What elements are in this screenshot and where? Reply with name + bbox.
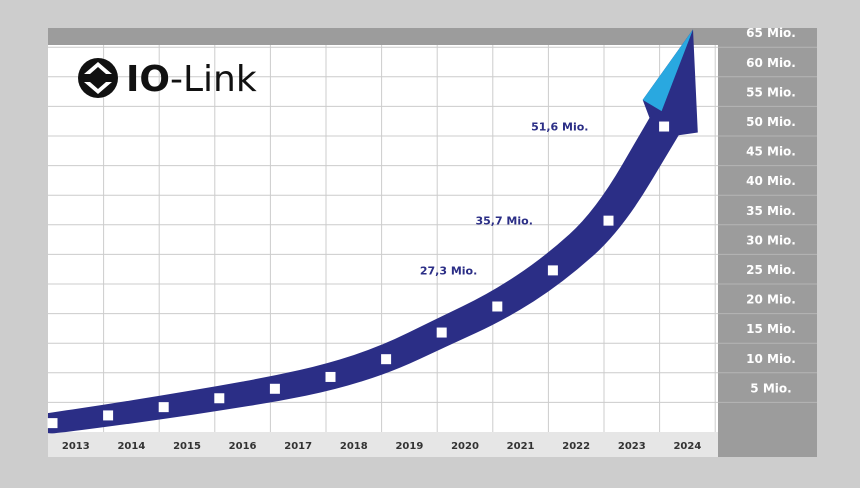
x-axis-band-right	[718, 432, 817, 457]
y-tick-label: 35 Mio.	[746, 204, 796, 218]
data-point-marker	[103, 410, 114, 421]
x-axis-ticks: 2013 2014 2015 2016 2017 2018 2019 2020 2021 2022…	[62, 441, 701, 452]
x-tick-label: 2015	[173, 441, 201, 452]
y-tick-label: 5 Mio.	[750, 381, 791, 395]
growth-arrow-head-highlight	[642, 29, 693, 112]
growth-arrow-body	[48, 29, 698, 434]
y-tick-label: 50 Mio.	[746, 115, 796, 129]
y-tick-label: 25 Mio.	[746, 263, 796, 277]
x-tick-label: 2017	[284, 441, 312, 452]
data-point-marker	[325, 371, 336, 382]
x-tick-label: 2021	[507, 441, 535, 452]
data-point-marker	[547, 265, 558, 276]
data-point-marker	[436, 327, 447, 338]
data-markers	[47, 121, 670, 429]
data-point-marker	[603, 215, 614, 226]
x-tick-label: 2018	[340, 441, 368, 452]
io-link-emblem-icon	[78, 58, 118, 98]
y-axis-ticks: 5 Mio. 10 Mio. 15 Mio. 20 Mio. 25 Mio. 30 Mio…	[718, 26, 817, 403]
data-point-marker	[214, 393, 225, 404]
svg-text:IO-Link: IO-Link	[126, 59, 257, 100]
y-tick-label: 60 Mio.	[746, 56, 796, 70]
x-tick-label: 2014	[117, 441, 145, 452]
header-band	[48, 28, 817, 45]
y-axis-band	[718, 45, 817, 432]
data-point-marker	[269, 383, 280, 394]
data-point-marker	[492, 301, 503, 312]
y-tick-label: 65 Mio.	[746, 26, 796, 40]
data-label: 35,7 Mio.	[475, 215, 532, 228]
x-tick-label: 2016	[229, 441, 257, 452]
io-link-logo: IO-Link	[78, 58, 257, 100]
y-tick-label: 20 Mio.	[746, 293, 796, 307]
data-label: 27,3 Mio.	[420, 264, 477, 277]
series-group	[48, 29, 698, 434]
data-point-marker	[158, 402, 169, 413]
x-axis-band	[48, 432, 718, 457]
data-labels: 27,3 Mio. 35,7 Mio. 51,6 Mio.	[420, 121, 589, 278]
x-tick-label: 2019	[395, 441, 423, 452]
x-tick-label: 2020	[451, 441, 479, 452]
y-tick-label: 15 Mio.	[746, 322, 796, 336]
x-tick-label: 2013	[62, 441, 90, 452]
y-tick-label: 30 Mio.	[746, 233, 796, 247]
x-tick-label: 2024	[673, 441, 701, 452]
y-tick-label: 55 Mio.	[746, 85, 796, 99]
data-point-marker	[381, 354, 392, 365]
y-tick-label: 45 Mio.	[746, 145, 796, 159]
data-point-marker	[47, 418, 58, 429]
y-tick-label: 40 Mio.	[746, 174, 796, 188]
x-tick-label: 2023	[618, 441, 646, 452]
x-tick-label: 2022	[562, 441, 590, 452]
y-tick-label: 10 Mio.	[746, 352, 796, 366]
data-point-marker	[659, 121, 670, 132]
logo-text-rest: -Link	[170, 59, 257, 100]
data-label: 51,6 Mio.	[531, 121, 588, 134]
logo-text-bold: IO	[126, 59, 170, 100]
